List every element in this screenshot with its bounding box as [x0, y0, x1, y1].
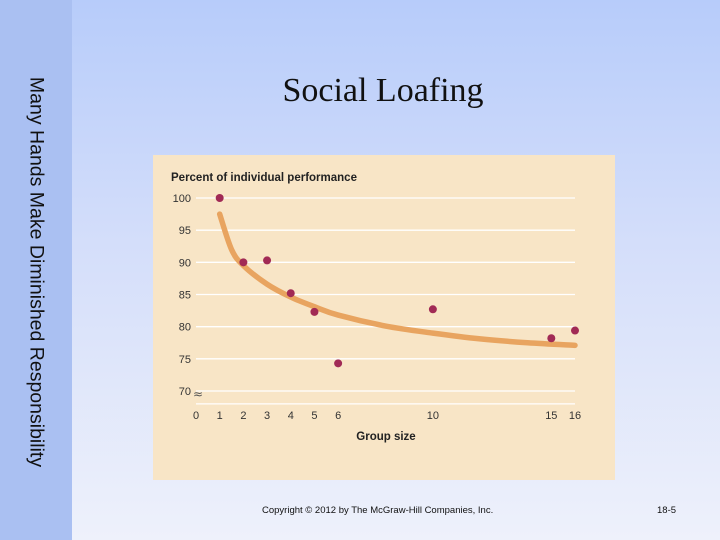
x-tick-label: 5	[311, 410, 317, 422]
x-tick-label: 10	[427, 410, 439, 422]
chart: Percent of individual performance 70 75 80 8…	[171, 172, 581, 443]
data-point	[239, 258, 248, 267]
y-tick-label: 75	[179, 354, 191, 366]
point-layer	[215, 194, 579, 368]
x-axis-label: Group size	[356, 431, 415, 443]
slide-title: Social Loafing	[282, 72, 484, 109]
data-point	[547, 334, 556, 343]
x-tick-label: 0	[193, 410, 199, 422]
x-tick-label: 2	[240, 410, 246, 422]
x-tick-label: 15	[545, 410, 557, 422]
data-point	[263, 256, 272, 265]
y-tick-label: 100	[173, 193, 191, 205]
x-tick-label: 4	[288, 410, 294, 422]
page-number: 18-5	[657, 505, 677, 516]
x-tick-label: 6	[335, 410, 341, 422]
grid-layer	[196, 197, 575, 405]
y-tick-label: 95	[179, 225, 191, 237]
data-point	[215, 194, 224, 202]
axis-break-icon: ≈	[193, 387, 203, 401]
y-tick-label: 85	[179, 290, 191, 302]
chart-title: Percent of individual performance	[171, 172, 357, 184]
data-point	[310, 307, 319, 316]
trend-curve	[216, 211, 578, 349]
y-tick-label: 70	[179, 386, 191, 398]
x-tick-label: 3	[264, 410, 270, 422]
curve-layer	[216, 211, 578, 349]
y-tick-label: 90	[179, 257, 191, 269]
chart-panel: Percent of individual performance 70 75 80 8…	[153, 155, 615, 480]
data-point	[428, 305, 437, 314]
side-title: Many Hands Make Diminished Responsibilit…	[25, 76, 48, 468]
copyright-text: Copyright © 2012 by The McGraw-Hill Comp…	[262, 505, 494, 516]
x-tick-label: 16	[569, 410, 581, 422]
label-layer: Percent of individual performance 70 75 80 8…	[171, 172, 581, 443]
side-bar: Many Hands Make Diminished Responsibilit…	[0, 0, 72, 540]
data-point	[571, 326, 579, 335]
data-point	[334, 359, 343, 368]
y-tick-label: 80	[179, 322, 191, 334]
x-tick-label: 1	[217, 410, 223, 422]
data-point	[286, 289, 295, 298]
